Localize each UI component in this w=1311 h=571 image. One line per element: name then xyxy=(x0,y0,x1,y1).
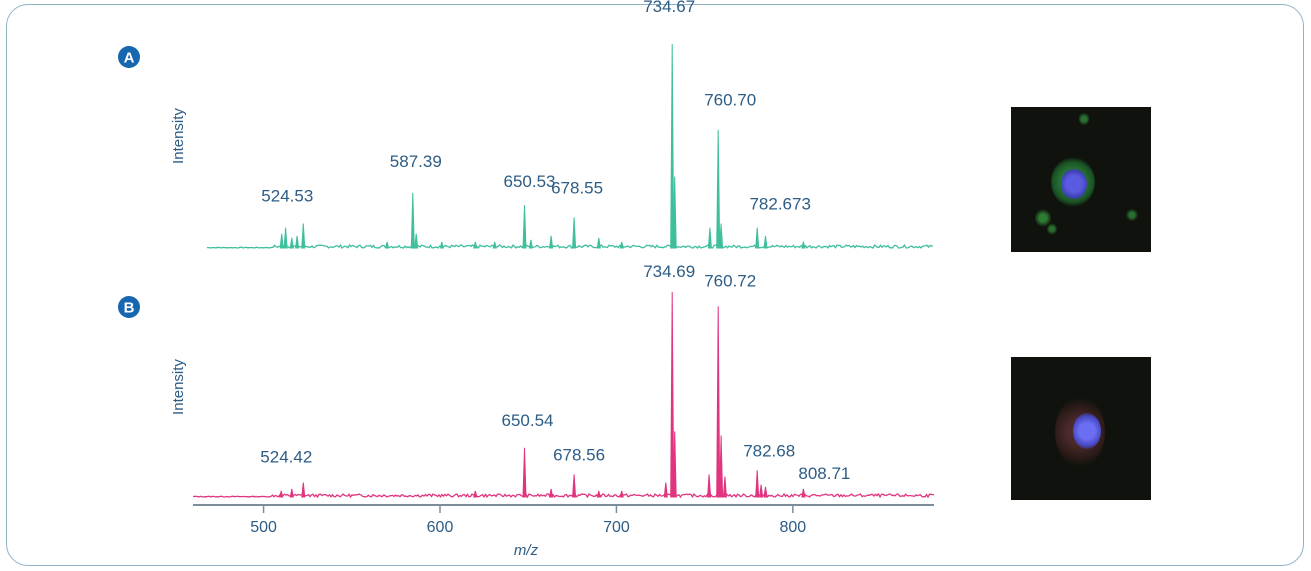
spectrum-peak xyxy=(572,474,577,498)
spectrum-peak xyxy=(492,241,497,249)
peak-label: 760.70 xyxy=(704,91,756,110)
y-axis-label-a: Intensity xyxy=(170,108,187,164)
spectrum-peak xyxy=(763,486,768,498)
spectrum-peak xyxy=(301,482,306,498)
panel-a-badge: A xyxy=(118,46,140,68)
spectrum-peak xyxy=(670,291,675,498)
spectrum-peak xyxy=(289,488,294,498)
peak-label: 760.72 xyxy=(704,271,756,290)
spectrum-peak xyxy=(801,241,806,249)
peak-label: 524.42 xyxy=(260,448,312,467)
x-tick-label: 800 xyxy=(780,519,807,536)
spectrum-a xyxy=(207,43,934,249)
spectrum-baseline xyxy=(207,243,934,249)
spectrum-peak xyxy=(707,474,712,498)
y-axis-label-b: Intensity xyxy=(170,359,187,415)
spectrum-b xyxy=(192,291,934,499)
spectrum-peak xyxy=(755,227,760,249)
spectrum-peak xyxy=(596,237,601,249)
panel-a-label: A xyxy=(124,50,135,67)
spectrum-peak xyxy=(707,227,712,249)
x-tick-label: 600 xyxy=(427,519,454,536)
panel-b-badge: B xyxy=(118,296,140,318)
spectrum-peak xyxy=(716,129,721,249)
cell-image-red xyxy=(1011,357,1151,500)
x-tick-label: 700 xyxy=(603,519,630,536)
spectrum-peak xyxy=(759,484,764,498)
spectrum-peak xyxy=(596,490,601,498)
spectrum-peak xyxy=(716,306,721,498)
spectrum-peak xyxy=(279,490,284,498)
spectrum-peak xyxy=(672,176,677,249)
spectrum-peak xyxy=(670,43,675,249)
spectrum-peak xyxy=(549,488,554,498)
spectrum-peak xyxy=(755,470,760,498)
spectrum-peak xyxy=(289,237,294,249)
spectrum-peak xyxy=(473,241,478,249)
cell-image-green xyxy=(1011,107,1151,252)
x-axis: 500 600 700 800 xyxy=(193,504,934,536)
spectrum-peak xyxy=(522,205,527,249)
spectrum-peak xyxy=(763,235,768,249)
spectrum-peak xyxy=(619,241,624,249)
spectrum-peak xyxy=(522,447,527,498)
spectrum-peak xyxy=(414,233,419,249)
peak-label: 650.54 xyxy=(502,411,554,430)
peak-label: 734.69 xyxy=(643,262,695,281)
spectrum-peak xyxy=(473,490,478,498)
spectrum-peak xyxy=(619,490,624,498)
spectrum-peak xyxy=(295,235,300,249)
peak-label: 587.39 xyxy=(390,152,442,171)
spectrum-baseline xyxy=(192,492,934,499)
peak-label: 678.55 xyxy=(551,178,603,197)
spectrum-peak xyxy=(283,227,288,249)
peak-label: 678.56 xyxy=(553,445,605,464)
spectrum-peak xyxy=(672,431,677,498)
peak-label: 808.71 xyxy=(798,464,850,483)
x-tick-label: 500 xyxy=(250,519,277,536)
spectrum-peak xyxy=(663,482,668,498)
spectrum-peak xyxy=(279,233,284,249)
x-axis-label: m/z xyxy=(514,542,539,559)
panel-b-label: B xyxy=(124,300,135,317)
spectrum-peak xyxy=(722,476,727,498)
spectrum-peak xyxy=(410,192,415,249)
spectrum-peak xyxy=(572,217,577,249)
spectrum-peak xyxy=(549,235,554,249)
spectrum-peak xyxy=(719,435,724,498)
spectrum-peak xyxy=(384,241,390,249)
peak-label: 782.68 xyxy=(743,441,795,460)
spectrum-peak xyxy=(719,223,724,249)
peak-label: 524.53 xyxy=(261,187,313,206)
peak-label: 734.67 xyxy=(643,0,695,16)
spectrum-peak xyxy=(528,239,533,249)
peak-label: 782.673 xyxy=(749,195,810,214)
peak-label: 650.53 xyxy=(504,172,556,191)
spectrum-peak xyxy=(801,488,806,498)
spectrum-peak xyxy=(301,223,306,249)
peak-labels-b: 734.69 760.72 650.54 678.56 524.42 782.68808.… xyxy=(260,262,850,483)
spectrum-peak xyxy=(439,241,444,249)
